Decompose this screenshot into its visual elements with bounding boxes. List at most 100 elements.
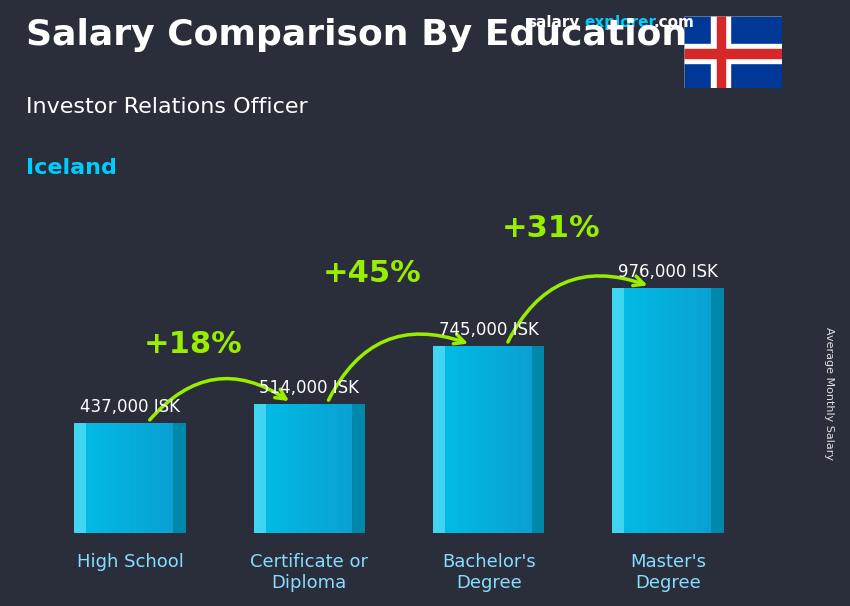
Bar [495, 346, 497, 533]
Bar [701, 288, 704, 533]
Text: Master's
Degree: Master's Degree [630, 553, 706, 591]
Bar [348, 404, 350, 533]
Bar [124, 423, 126, 533]
Bar [328, 404, 330, 533]
Bar [313, 404, 315, 533]
Bar [293, 404, 296, 533]
Bar [310, 404, 313, 533]
Bar [283, 404, 286, 533]
Bar [460, 346, 462, 533]
Bar [254, 404, 256, 533]
Bar [74, 423, 86, 533]
Bar [617, 288, 620, 533]
Bar [286, 404, 288, 533]
Bar [139, 423, 141, 533]
Bar [276, 404, 279, 533]
Bar [507, 346, 509, 533]
Bar [615, 288, 617, 533]
Bar [450, 346, 453, 533]
Text: explorer: explorer [584, 15, 656, 30]
Bar [484, 346, 487, 533]
Bar [350, 404, 353, 533]
Bar [323, 404, 326, 533]
Bar [303, 404, 305, 533]
Bar [440, 346, 443, 533]
Bar [301, 404, 303, 533]
Bar [171, 423, 173, 533]
Bar [153, 423, 156, 533]
Bar [689, 288, 691, 533]
Bar [674, 288, 677, 533]
Bar [274, 404, 276, 533]
Bar [512, 346, 514, 533]
Bar [684, 288, 687, 533]
Bar [696, 288, 699, 533]
Bar [434, 346, 435, 533]
Bar [691, 288, 694, 533]
Bar [89, 423, 92, 533]
Polygon shape [173, 423, 185, 533]
Text: 437,000 ISK: 437,000 ISK [80, 398, 180, 416]
Bar [522, 346, 524, 533]
Bar [657, 288, 660, 533]
Bar [133, 423, 136, 533]
Bar [288, 404, 291, 533]
Text: High School: High School [76, 553, 184, 571]
Bar [502, 346, 505, 533]
Bar [332, 404, 335, 533]
Bar [468, 346, 470, 533]
Bar [84, 423, 87, 533]
Bar [717, 16, 725, 88]
Bar [435, 346, 438, 533]
Bar [119, 423, 122, 533]
Bar [684, 44, 782, 63]
Bar [622, 288, 625, 533]
Text: +18%: +18% [144, 330, 242, 359]
Bar [699, 288, 701, 533]
Bar [644, 288, 647, 533]
Bar [111, 423, 114, 533]
Bar [665, 288, 666, 533]
Bar [677, 288, 679, 533]
Bar [136, 423, 139, 533]
Bar [320, 404, 323, 533]
Bar [704, 288, 706, 533]
Text: 976,000 ISK: 976,000 ISK [618, 262, 718, 281]
Bar [492, 346, 495, 533]
Bar [258, 404, 261, 533]
Polygon shape [711, 288, 723, 533]
Bar [458, 346, 460, 533]
Bar [666, 288, 669, 533]
Bar [116, 423, 119, 533]
Bar [620, 288, 622, 533]
Bar [271, 404, 274, 533]
Text: Certificate or
Diploma: Certificate or Diploma [251, 553, 368, 591]
Bar [445, 346, 448, 533]
Text: Average Monthly Salary: Average Monthly Salary [824, 327, 834, 461]
Polygon shape [532, 346, 544, 533]
Bar [652, 288, 654, 533]
Bar [74, 423, 76, 533]
Text: Iceland: Iceland [26, 158, 116, 178]
Bar [509, 346, 512, 533]
Bar [473, 346, 475, 533]
Bar [527, 346, 530, 533]
Bar [709, 288, 711, 533]
Bar [490, 346, 492, 533]
Bar [92, 423, 94, 533]
Bar [505, 346, 507, 533]
Bar [308, 404, 310, 533]
Text: Bachelor's
Degree: Bachelor's Degree [442, 553, 536, 591]
Bar [632, 288, 635, 533]
Bar [161, 423, 163, 533]
Bar [109, 423, 111, 533]
Bar [500, 346, 502, 533]
Text: +45%: +45% [323, 259, 422, 288]
Text: Investor Relations Officer: Investor Relations Officer [26, 97, 307, 117]
Bar [149, 423, 150, 533]
Bar [453, 346, 456, 533]
Bar [647, 288, 649, 533]
Bar [261, 404, 264, 533]
Bar [613, 288, 615, 533]
Bar [79, 423, 82, 533]
